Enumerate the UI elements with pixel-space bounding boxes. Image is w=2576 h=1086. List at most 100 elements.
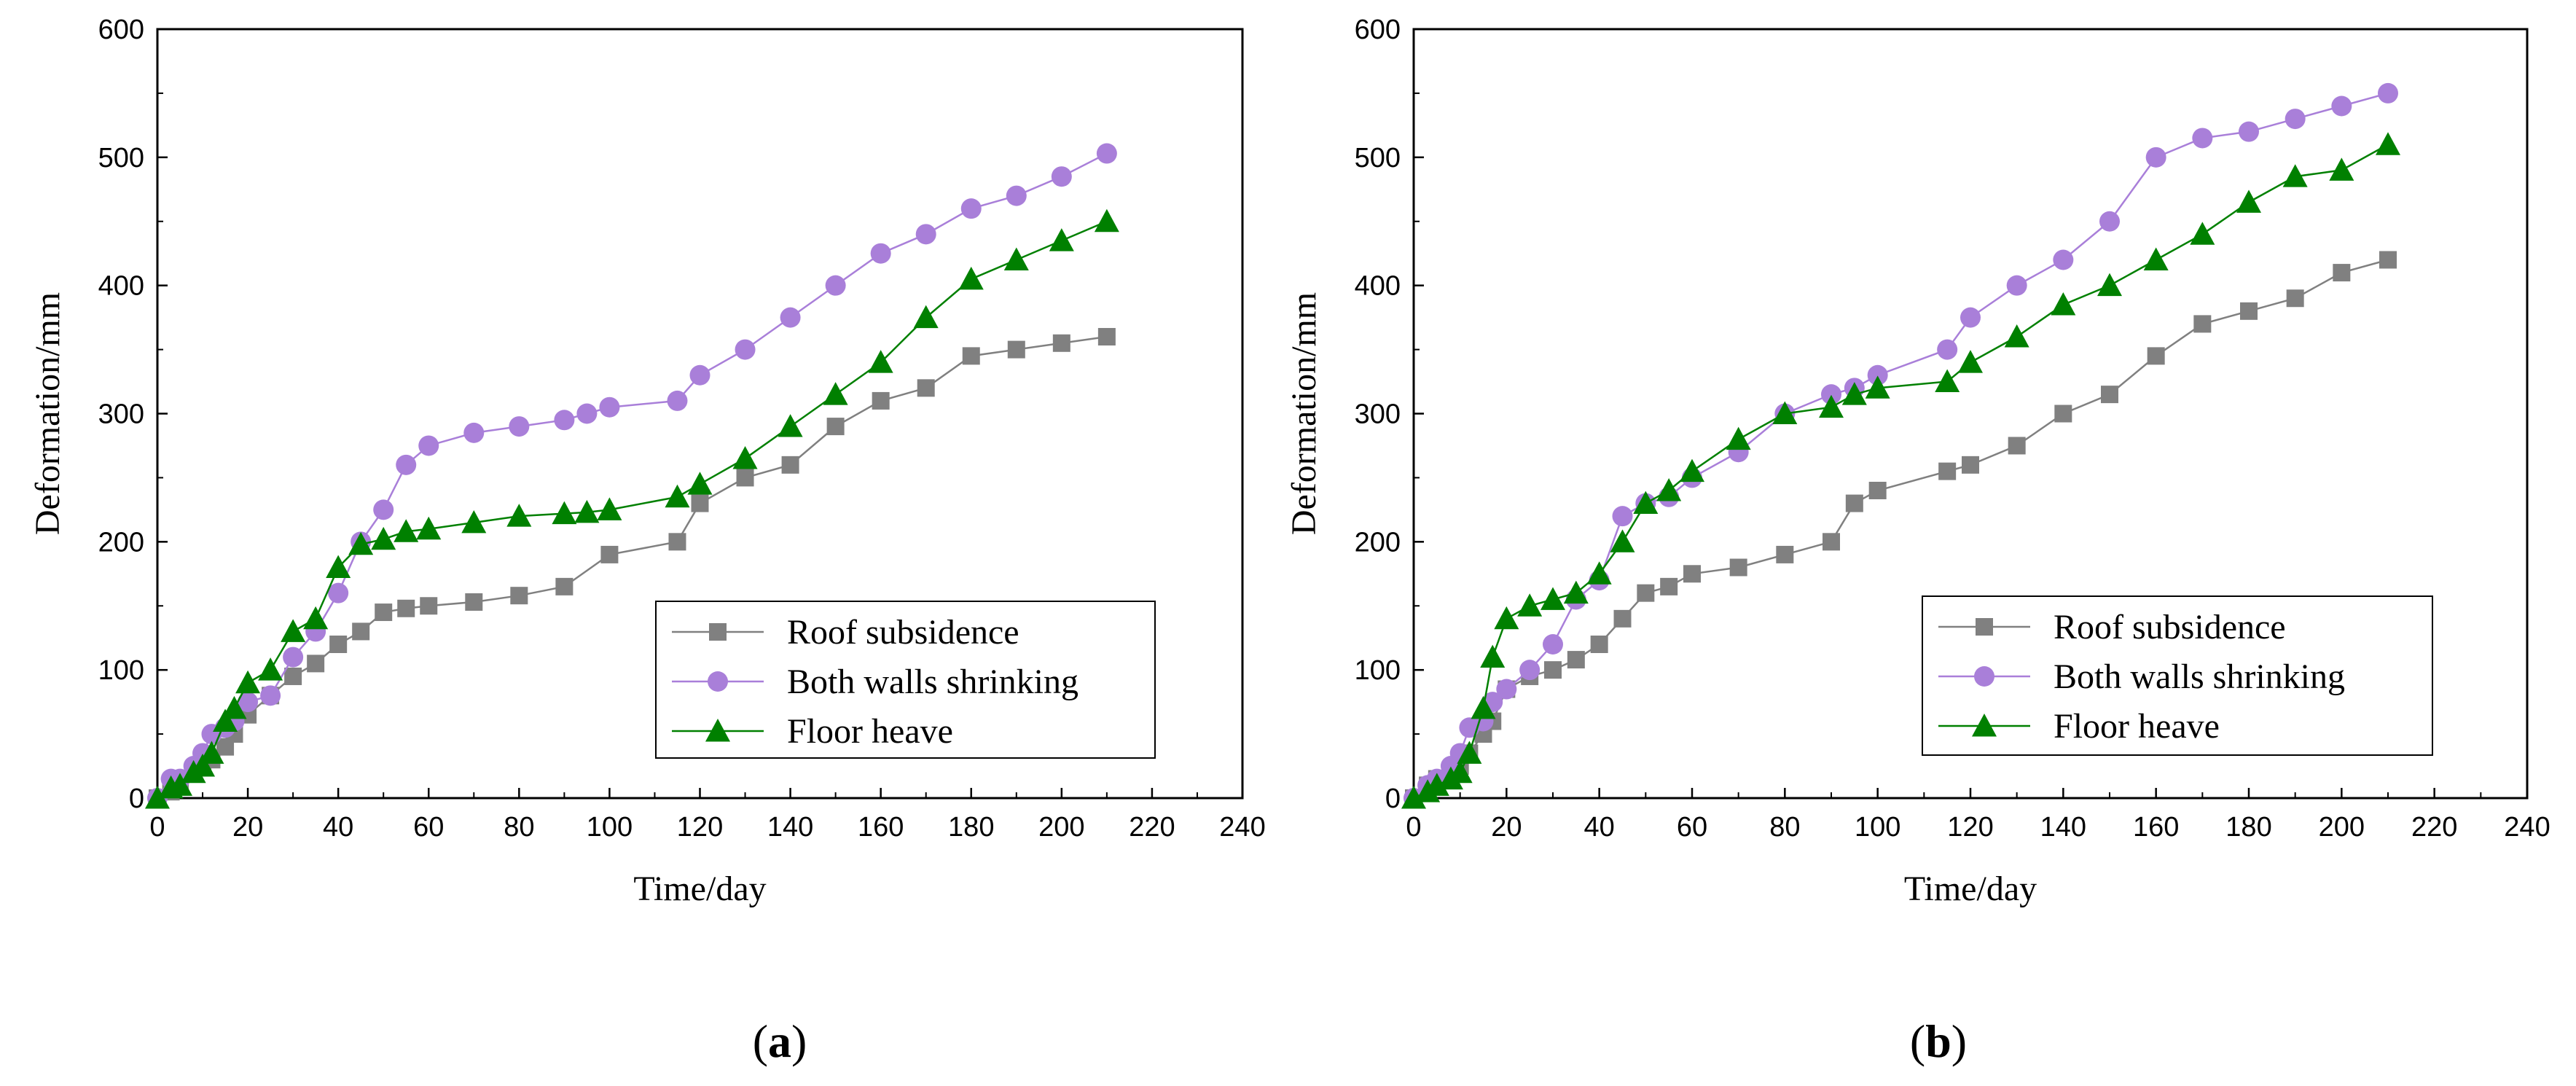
data-point-roof-subsidence bbox=[510, 587, 528, 605]
data-point-roof-subsidence bbox=[329, 636, 348, 653]
data-point-roof-subsidence bbox=[1567, 651, 1585, 669]
data-point-both-walls-shrinking bbox=[396, 454, 417, 475]
data-point-roof-subsidence bbox=[555, 577, 573, 595]
x-tick-label: 200 bbox=[2319, 812, 2365, 843]
x-tick-label: 220 bbox=[1129, 812, 1175, 843]
data-point-roof-subsidence bbox=[917, 379, 935, 397]
data-point-both-walls-shrinking bbox=[2145, 147, 2166, 168]
data-point-both-walls-shrinking bbox=[1051, 166, 1072, 187]
data-point-both-walls-shrinking bbox=[1543, 634, 1563, 655]
data-point-roof-subsidence bbox=[375, 603, 393, 622]
x-tick-label: 100 bbox=[587, 812, 633, 843]
x-tick-label: 100 bbox=[1855, 812, 1900, 843]
chart-panel-a: 0 20 40 60 80 100 120 140 160 180 200 220 240 0 100 200… bbox=[28, 15, 1266, 1067]
data-point-roof-subsidence bbox=[1052, 334, 1070, 352]
x-tick-label: 20 bbox=[1491, 812, 1522, 843]
data-point-roof-subsidence bbox=[352, 622, 370, 641]
data-point-roof-subsidence bbox=[1660, 577, 1678, 595]
data-point-floor-heave bbox=[958, 266, 984, 290]
legend-marker-roof-subsidence bbox=[709, 623, 727, 641]
data-point-roof-subsidence bbox=[420, 597, 438, 615]
data-point-floor-heave bbox=[394, 519, 419, 542]
data-point-roof-subsidence bbox=[1868, 482, 1887, 499]
data-point-floor-heave bbox=[732, 446, 758, 469]
data-point-floor-heave bbox=[823, 382, 848, 405]
data-point-roof-subsidence bbox=[2333, 264, 2351, 282]
panel-label: (b) bbox=[1910, 1015, 1967, 1067]
x-tick-label: 60 bbox=[1677, 812, 1707, 843]
data-point-floor-heave bbox=[1480, 644, 1506, 668]
data-point-both-walls-shrinking bbox=[2378, 82, 2398, 103]
data-point-roof-subsidence bbox=[1637, 584, 1655, 602]
data-point-roof-subsidence bbox=[668, 533, 686, 551]
data-point-floor-heave bbox=[1003, 247, 1029, 270]
data-point-floor-heave bbox=[913, 305, 939, 329]
data-point-floor-heave bbox=[597, 497, 622, 520]
data-point-floor-heave bbox=[199, 741, 224, 764]
data-point-floor-heave bbox=[687, 472, 713, 495]
data-point-both-walls-shrinking bbox=[283, 646, 304, 668]
legend-marker-floor-heave bbox=[705, 719, 730, 742]
chart-panel-b: 0 20 40 60 80 100 120 140 160 180 200 220 240 0 100 200… bbox=[1285, 15, 2550, 1067]
y-tick-label: 400 bbox=[98, 271, 144, 302]
data-point-floor-heave bbox=[1819, 394, 1844, 418]
data-point-both-walls-shrinking bbox=[1867, 364, 1888, 386]
data-point-floor-heave bbox=[416, 516, 442, 540]
x-axis-title: Time/day bbox=[633, 870, 766, 908]
data-point-both-walls-shrinking bbox=[2053, 249, 2074, 270]
data-point-both-walls-shrinking bbox=[1096, 143, 1117, 164]
data-point-roof-subsidence bbox=[2379, 251, 2397, 269]
data-point-floor-heave bbox=[1471, 695, 1496, 719]
data-point-floor-heave bbox=[2236, 190, 2261, 213]
y-tick-label: 300 bbox=[98, 399, 144, 430]
data-point-floor-heave bbox=[2051, 292, 2076, 316]
data-point-floor-heave bbox=[1494, 606, 1519, 630]
data-point-floor-heave bbox=[778, 414, 803, 437]
data-point-floor-heave bbox=[348, 531, 374, 555]
data-point-both-walls-shrinking bbox=[418, 435, 439, 456]
data-point-both-walls-shrinking bbox=[689, 364, 710, 386]
y-tick-label: 500 bbox=[1355, 143, 1401, 173]
data-point-floor-heave bbox=[1841, 382, 1867, 405]
legend-label-both-walls-shrinking: Both walls shrinking bbox=[2054, 657, 2345, 696]
data-point-floor-heave bbox=[1049, 228, 1074, 251]
legend-label-roof-subsidence: Roof subsidence bbox=[2054, 608, 2286, 646]
legend-label-roof-subsidence: Roof subsidence bbox=[787, 613, 1019, 652]
data-point-floor-heave bbox=[1656, 478, 1682, 501]
data-point-both-walls-shrinking bbox=[328, 582, 349, 603]
legend-marker-roof-subsidence bbox=[1976, 618, 1993, 636]
data-point-floor-heave bbox=[1935, 369, 1960, 392]
data-point-roof-subsidence bbox=[826, 418, 845, 436]
data-point-roof-subsidence bbox=[1007, 340, 1025, 359]
data-point-floor-heave bbox=[1540, 587, 1565, 610]
data-point-roof-subsidence bbox=[2286, 289, 2304, 308]
data-point-both-walls-shrinking bbox=[576, 403, 598, 424]
data-point-roof-subsidence bbox=[2147, 347, 2165, 365]
data-point-floor-heave bbox=[2097, 273, 2122, 297]
data-point-floor-heave bbox=[1726, 426, 1751, 450]
x-tick-label: 200 bbox=[1038, 812, 1084, 843]
data-point-both-walls-shrinking bbox=[870, 243, 891, 264]
data-point-floor-heave bbox=[190, 754, 216, 777]
data-point-roof-subsidence bbox=[2193, 315, 2212, 333]
data-point-floor-heave bbox=[506, 504, 532, 527]
x-tick-label: 40 bbox=[323, 812, 353, 843]
data-point-both-walls-shrinking bbox=[735, 339, 756, 360]
data-point-roof-subsidence bbox=[781, 456, 799, 474]
y-tick-label: 300 bbox=[1355, 399, 1401, 430]
x-tick-label: 180 bbox=[2225, 812, 2271, 843]
data-point-roof-subsidence bbox=[691, 494, 709, 512]
legend-label-both-walls-shrinking: Both walls shrinking bbox=[787, 663, 1078, 701]
x-tick-label: 240 bbox=[1219, 812, 1265, 843]
data-point-both-walls-shrinking bbox=[1960, 307, 1981, 328]
data-point-both-walls-shrinking bbox=[373, 499, 394, 520]
data-point-both-walls-shrinking bbox=[2192, 128, 2213, 149]
data-point-floor-heave bbox=[2143, 247, 2169, 270]
data-point-both-walls-shrinking bbox=[2285, 109, 2306, 130]
data-point-floor-heave bbox=[213, 708, 238, 732]
x-tick-label: 60 bbox=[413, 812, 444, 843]
data-point-both-walls-shrinking bbox=[915, 224, 936, 245]
x-tick-label: 220 bbox=[2411, 812, 2457, 843]
y-tick-label: 400 bbox=[1355, 271, 1401, 302]
data-point-both-walls-shrinking bbox=[509, 416, 530, 437]
